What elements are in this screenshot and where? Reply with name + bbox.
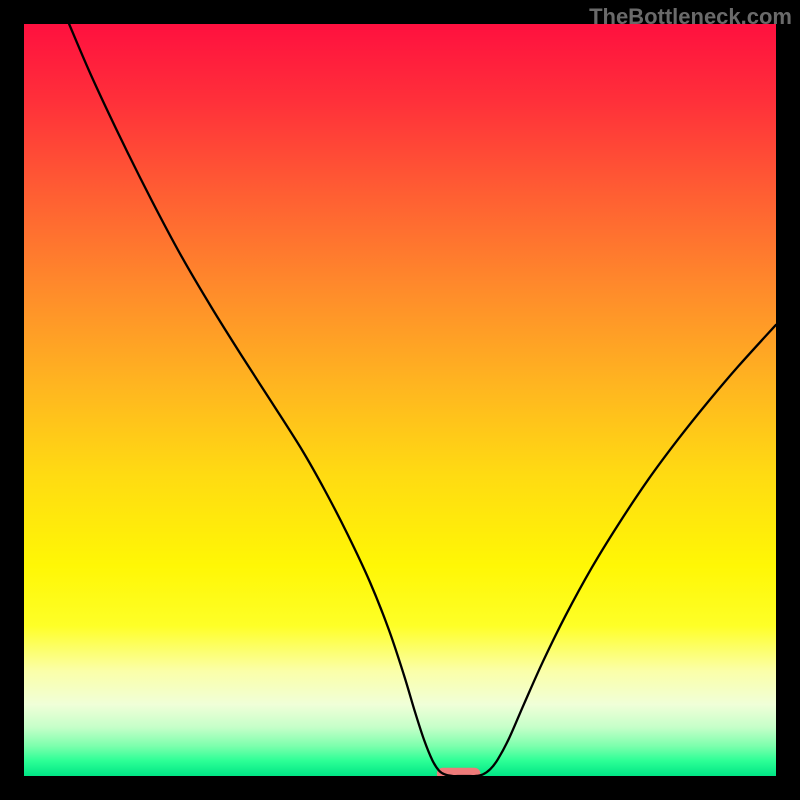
- bottleneck-chart: [24, 24, 776, 776]
- watermark-text: TheBottleneck.com: [589, 4, 792, 30]
- chart-frame: TheBottleneck.com: [0, 0, 800, 800]
- plot-area: [24, 24, 776, 776]
